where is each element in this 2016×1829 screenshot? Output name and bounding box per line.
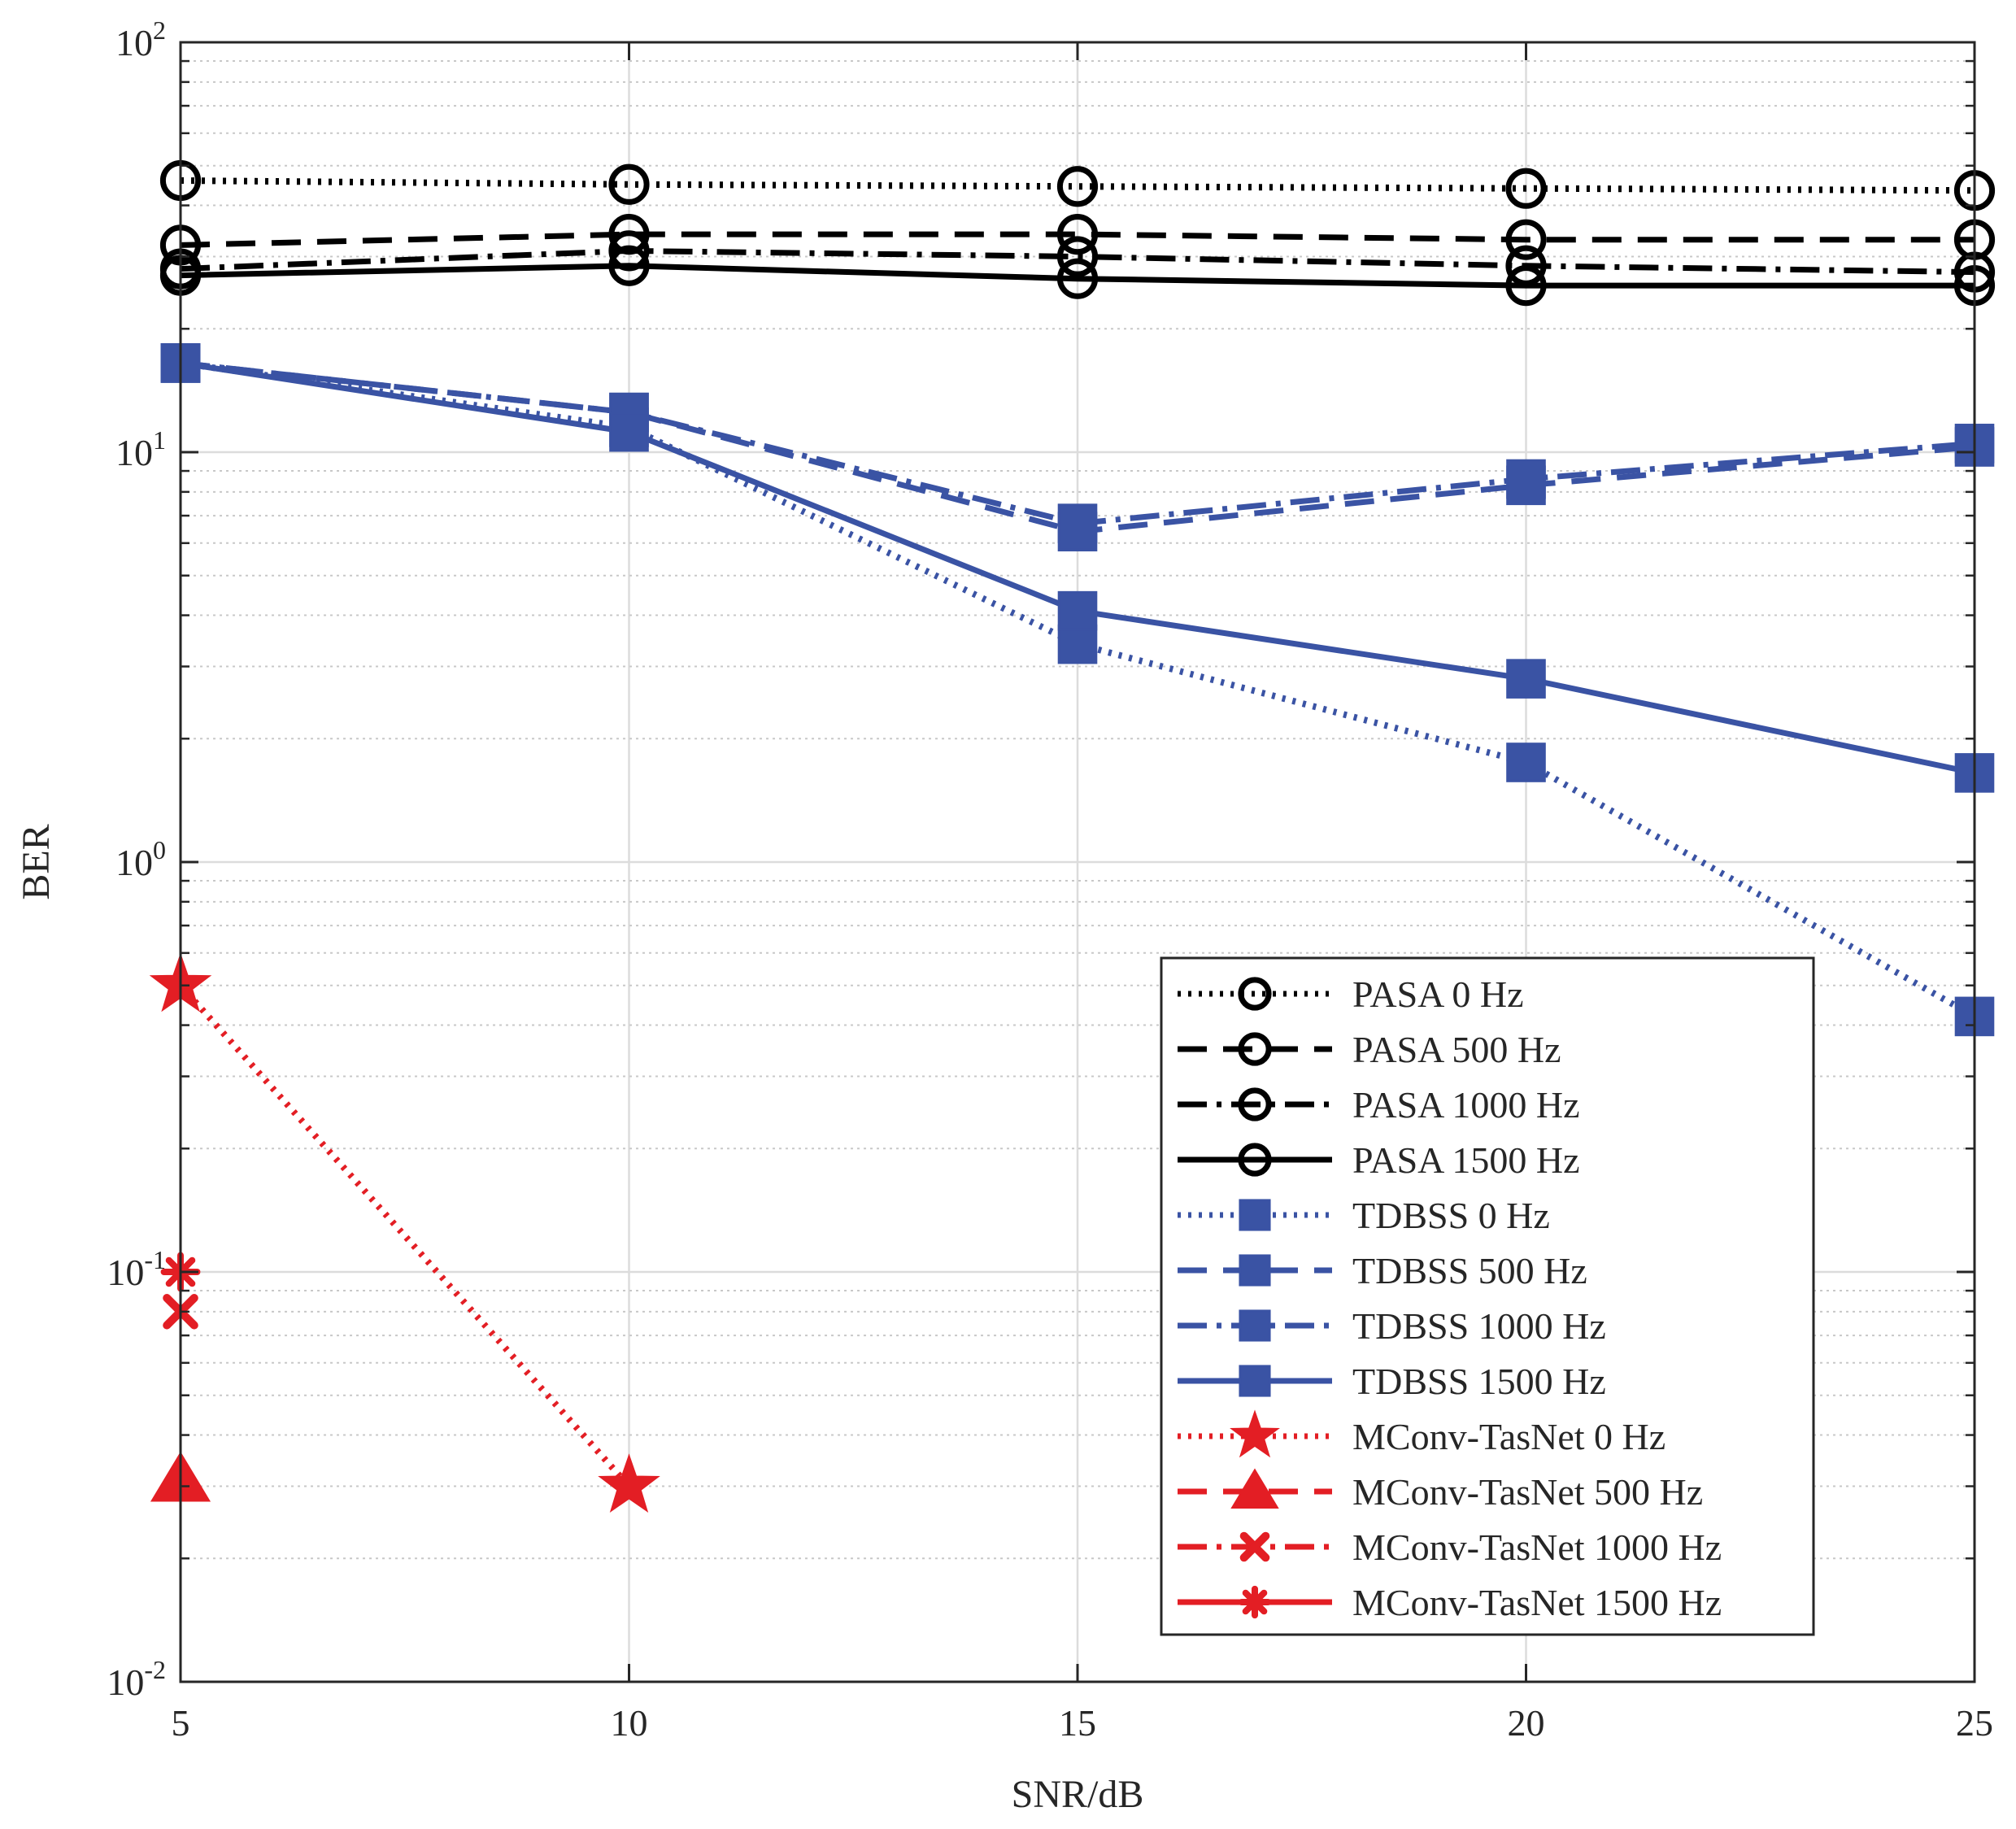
square-marker bbox=[1239, 1199, 1271, 1231]
legend-entry: PASA 1500 Hz bbox=[1178, 1139, 1579, 1181]
asterisk-marker bbox=[1238, 1585, 1272, 1619]
square-marker bbox=[1057, 590, 1098, 631]
square-marker bbox=[1057, 503, 1098, 543]
legend-label: TDBSS 1000 Hz bbox=[1352, 1305, 1606, 1347]
star-marker bbox=[598, 1453, 660, 1513]
legend-entry: TDBSS 1500 Hz bbox=[1178, 1361, 1606, 1402]
legend-entry: MConv-TasNet 1000 Hz bbox=[1178, 1526, 1722, 1568]
series-line bbox=[180, 177, 1975, 194]
y-axis-label: BER bbox=[15, 824, 58, 899]
legend-label: MConv-TasNet 1000 Hz bbox=[1352, 1526, 1722, 1568]
square-marker bbox=[1506, 459, 1546, 499]
circle-marker bbox=[1056, 258, 1099, 299]
legend-entry: PASA 1000 Hz bbox=[1178, 1084, 1579, 1126]
series-line bbox=[180, 231, 1975, 248]
y-tick-label: 102 bbox=[115, 15, 166, 63]
y-tick-label: 101 bbox=[115, 425, 166, 473]
legend-label: PASA 1000 Hz bbox=[1352, 1084, 1579, 1126]
legend: PASA 0 Hz PASA 500 Hz PASA 1000 Hz PASA 150… bbox=[1160, 956, 1815, 1636]
circle-marker bbox=[1505, 168, 1547, 209]
y-tick-label: 100 bbox=[115, 835, 166, 883]
legend-label: PASA 500 Hz bbox=[1352, 1029, 1561, 1070]
circle-marker bbox=[1238, 1143, 1272, 1177]
circle-marker bbox=[1238, 977, 1272, 1011]
triangle-marker bbox=[1230, 1468, 1279, 1509]
series-line bbox=[180, 263, 1975, 289]
legend-entry: TDBSS 500 Hz bbox=[1178, 1250, 1587, 1291]
x-tick-label: 15 bbox=[1059, 1702, 1096, 1744]
x-tick-label: 25 bbox=[1956, 1702, 1993, 1744]
square-marker bbox=[1057, 624, 1098, 664]
legend-label: TDBSS 0 Hz bbox=[1352, 1195, 1550, 1236]
legend-entry: PASA 500 Hz bbox=[1178, 1029, 1561, 1070]
legend-entry: PASA 0 Hz bbox=[1178, 973, 1523, 1015]
x-tick-label: 5 bbox=[172, 1702, 190, 1744]
square-marker bbox=[1239, 1309, 1271, 1342]
square-marker bbox=[1506, 742, 1546, 782]
legend-box bbox=[1160, 956, 1815, 1636]
series-line bbox=[180, 359, 1976, 1020]
legend-entry: MConv-TasNet 500 Hz bbox=[1178, 1468, 1703, 1513]
y-tick-label: 10-1 bbox=[107, 1245, 166, 1293]
legend-label: MConv-TasNet 1500 Hz bbox=[1352, 1582, 1722, 1623]
legend-entry: TDBSS 1000 Hz bbox=[1178, 1305, 1606, 1347]
legend-label: PASA 1500 Hz bbox=[1352, 1139, 1579, 1181]
x-marker bbox=[1239, 1531, 1270, 1562]
legend-entry: TDBSS 0 Hz bbox=[1178, 1195, 1550, 1236]
x-tick-label: 10 bbox=[611, 1702, 648, 1744]
circle-marker bbox=[1505, 265, 1547, 307]
x-tick-label: 20 bbox=[1508, 1702, 1545, 1744]
square-marker bbox=[1506, 659, 1546, 699]
circle-marker bbox=[1056, 236, 1099, 277]
x-axis-label: SNR/dB bbox=[1012, 1773, 1144, 1816]
legend-label: MConv-TasNet 0 Hz bbox=[1352, 1416, 1665, 1457]
x-marker-stroke bbox=[1239, 1531, 1270, 1562]
star-marker bbox=[1230, 1409, 1280, 1458]
legend-entry: MConv-TasNet 0 Hz bbox=[1178, 1409, 1665, 1458]
legend-label: MConv-TasNet 500 Hz bbox=[1352, 1471, 1703, 1513]
circle-marker bbox=[608, 245, 650, 286]
legend-label: PASA 0 Hz bbox=[1352, 973, 1523, 1015]
circle-marker bbox=[1505, 219, 1547, 260]
legend-label: TDBSS 500 Hz bbox=[1352, 1250, 1587, 1291]
circle-marker bbox=[1056, 166, 1099, 207]
square-marker bbox=[1239, 1365, 1271, 1397]
axis-ticks: 5 10 15 20 25 102 101 100 10-1 10-2 bbox=[107, 15, 1993, 1744]
legend-label: TDBSS 1500 Hz bbox=[1352, 1361, 1606, 1402]
square-marker bbox=[1239, 1254, 1271, 1287]
circle-marker bbox=[1056, 214, 1099, 255]
y-tick-label: 10-2 bbox=[107, 1655, 166, 1703]
circle-marker bbox=[608, 163, 650, 205]
circle-marker bbox=[1238, 1032, 1272, 1066]
legend-entry: MConv-TasNet 1500 Hz bbox=[1178, 1582, 1722, 1623]
circle-marker bbox=[1238, 1087, 1272, 1121]
square-marker bbox=[609, 412, 649, 452]
series-lines bbox=[149, 159, 1996, 1513]
